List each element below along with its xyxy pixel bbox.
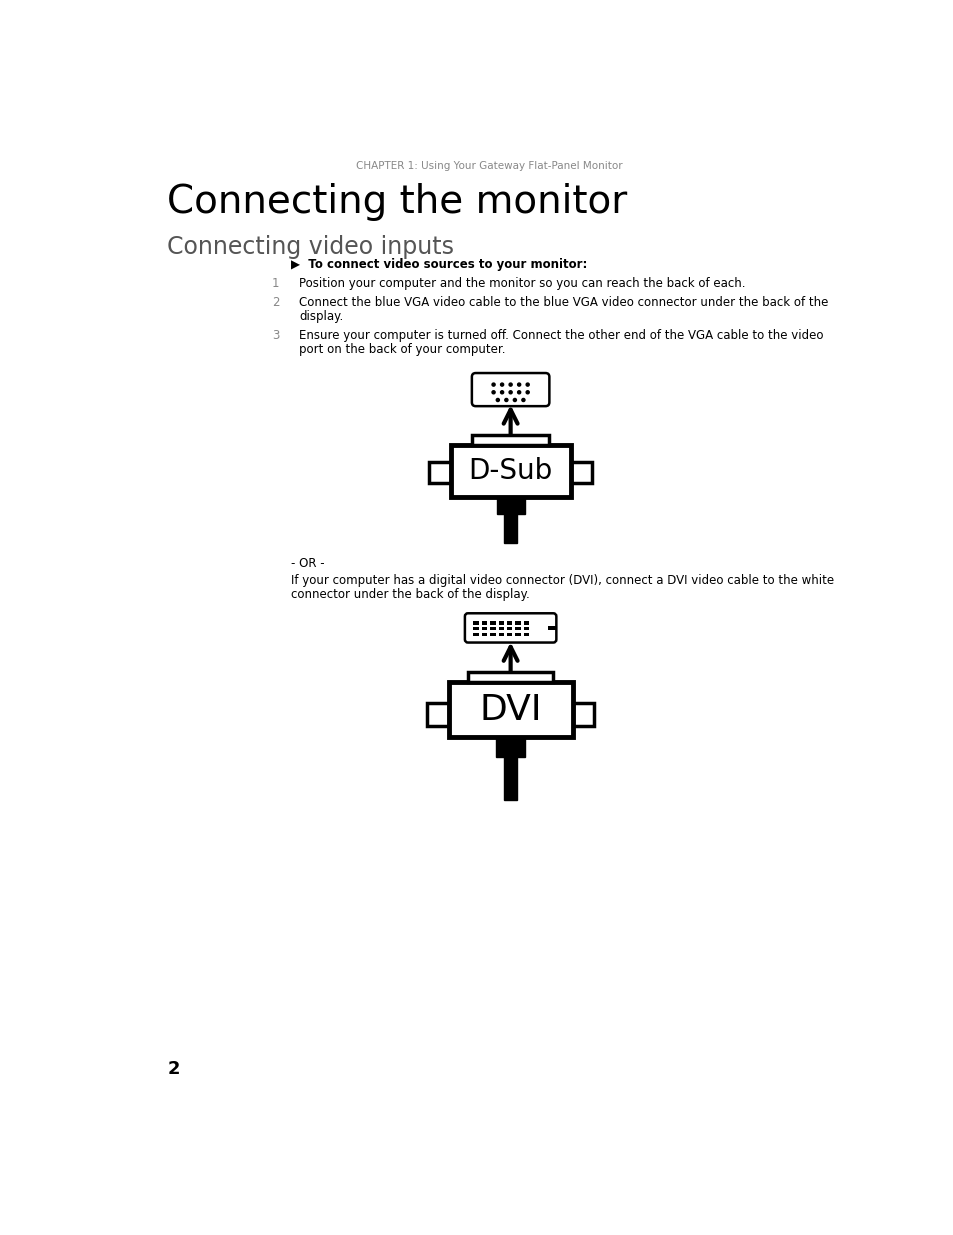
FancyBboxPatch shape [481,621,487,625]
Circle shape [492,383,495,387]
FancyBboxPatch shape [498,634,503,636]
FancyBboxPatch shape [498,627,503,630]
Text: ▶  To connect video sources to your monitor:: ▶ To connect video sources to your monit… [291,258,587,270]
FancyBboxPatch shape [472,435,549,445]
FancyBboxPatch shape [490,621,496,625]
FancyBboxPatch shape [504,514,517,543]
Text: Connecting the monitor: Connecting the monitor [167,183,627,221]
Circle shape [525,383,529,387]
FancyBboxPatch shape [515,621,520,625]
Circle shape [504,399,507,401]
Circle shape [517,383,520,387]
FancyBboxPatch shape [464,614,556,642]
Text: DVI: DVI [478,693,541,726]
Text: 3: 3 [272,330,279,342]
FancyBboxPatch shape [498,621,503,625]
Text: If your computer has a digital video connector (DVI), connect a DVI video cable : If your computer has a digital video con… [291,574,834,587]
FancyBboxPatch shape [473,627,478,630]
Circle shape [513,399,516,401]
FancyBboxPatch shape [429,462,450,483]
FancyBboxPatch shape [506,621,512,625]
FancyBboxPatch shape [570,462,592,483]
FancyBboxPatch shape [427,703,448,726]
Text: Position your computer and the monitor so you can reach the back of each.: Position your computer and the monitor s… [298,277,744,290]
FancyBboxPatch shape [448,682,572,737]
FancyBboxPatch shape [468,672,553,682]
Text: 2: 2 [272,296,279,309]
Text: CHAPTER 1: Using Your Gateway Flat-Panel Monitor: CHAPTER 1: Using Your Gateway Flat-Panel… [355,162,621,172]
FancyBboxPatch shape [515,634,520,636]
Circle shape [492,390,495,394]
FancyBboxPatch shape [506,627,512,630]
Text: port on the back of your computer.: port on the back of your computer. [298,343,505,356]
Text: connector under the back of the display.: connector under the back of the display. [291,588,530,601]
Text: - OR -: - OR - [291,557,325,571]
FancyBboxPatch shape [472,373,549,406]
FancyBboxPatch shape [497,496,524,514]
FancyBboxPatch shape [523,627,529,630]
FancyBboxPatch shape [490,634,496,636]
FancyBboxPatch shape [506,634,512,636]
FancyBboxPatch shape [481,634,487,636]
FancyBboxPatch shape [523,634,529,636]
Text: 1: 1 [272,277,279,290]
FancyBboxPatch shape [503,757,517,799]
FancyBboxPatch shape [572,703,594,726]
Circle shape [509,390,512,394]
Circle shape [500,390,503,394]
Circle shape [496,399,498,401]
Circle shape [500,383,503,387]
Circle shape [517,390,520,394]
FancyBboxPatch shape [481,627,487,630]
FancyBboxPatch shape [473,621,478,625]
Circle shape [521,399,524,401]
Text: Ensure your computer is turned off. Connect the other end of the VGA cable to th: Ensure your computer is turned off. Conn… [298,330,822,342]
Text: 2: 2 [167,1060,179,1078]
FancyBboxPatch shape [515,627,520,630]
FancyBboxPatch shape [450,445,570,496]
FancyBboxPatch shape [473,634,478,636]
FancyBboxPatch shape [496,737,525,757]
Circle shape [525,390,529,394]
Text: Connecting video inputs: Connecting video inputs [167,235,454,259]
Text: display.: display. [298,310,343,322]
Circle shape [509,383,512,387]
FancyBboxPatch shape [490,627,496,630]
Text: Connect the blue VGA video cable to the blue VGA video connector under the back : Connect the blue VGA video cable to the … [298,296,827,309]
Text: D-Sub: D-Sub [468,457,552,485]
FancyBboxPatch shape [523,621,529,625]
FancyBboxPatch shape [547,626,557,630]
